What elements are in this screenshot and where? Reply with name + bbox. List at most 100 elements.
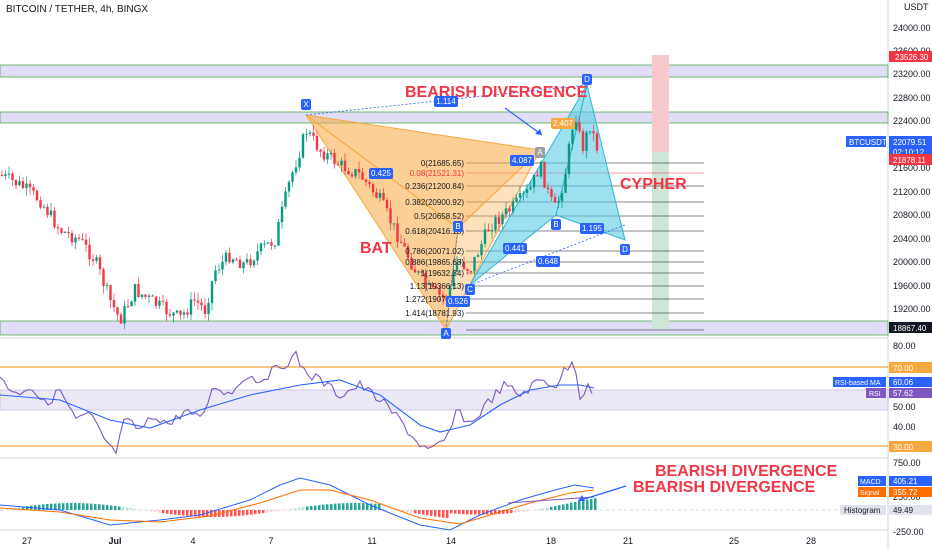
macd-hist-bar — [570, 502, 573, 510]
pattern-point-badge[interactable] — [535, 147, 545, 158]
candle-body — [123, 306, 126, 324]
candle-body — [18, 181, 21, 186]
signal-line[interactable] — [0, 489, 595, 525]
divergence-arrow-macd[interactable] — [577, 485, 627, 502]
macd-hist-bar — [510, 510, 513, 514]
candle-body — [592, 131, 595, 134]
candle-body — [140, 294, 144, 297]
candle-body — [214, 270, 217, 282]
ratio-badge[interactable] — [510, 155, 534, 166]
macd-hist-bar — [526, 510, 529, 512]
macd-hist-bar — [94, 503, 97, 510]
ratio-line-ac[interactable] — [445, 227, 459, 331]
candle-body — [130, 301, 133, 307]
rsi-axis-70: 70.00 — [893, 364, 914, 373]
candle-body — [98, 257, 102, 270]
candle-body — [525, 189, 529, 193]
price-candles[interactable] — [0, 115, 599, 330]
candle-body — [364, 179, 368, 182]
candle-body — [67, 231, 70, 234]
ratio-badge[interactable] — [446, 296, 470, 307]
candle-body — [497, 217, 501, 224]
ratio-badge[interactable] — [369, 168, 393, 179]
divergence-arrow-top[interactable] — [504, 107, 543, 136]
candle-body — [137, 284, 140, 297]
fib-level-label: 0.236(21200.84) — [405, 182, 464, 191]
candle-body — [354, 169, 357, 177]
candle-body — [438, 288, 441, 295]
candle-body — [221, 261, 224, 270]
macd-hist-bar — [58, 503, 61, 510]
fib-level-label: 0.382(20900.92) — [405, 198, 464, 207]
candle-body — [154, 296, 158, 306]
candle-body — [235, 259, 238, 261]
annotation-bearish-divergence-macd-2: BEARISH DIVERGENCE — [633, 479, 816, 496]
resistance-zone-mid[interactable] — [0, 111, 889, 124]
macd-hist-bar — [242, 510, 245, 516]
stop-zone[interactable] — [652, 55, 669, 152]
candle-body — [557, 201, 560, 203]
badge-symbol — [846, 136, 886, 147]
candle-body — [483, 229, 487, 245]
macd-hist-bar — [306, 506, 309, 510]
price-axis[interactable]: 24000.0023200.0022800.0022400.0022000.00… — [893, 23, 931, 314]
rsi-line[interactable] — [0, 350, 593, 455]
ratio-badges[interactable]: 1.114 0.425 4.087 2.407 0.441 0.648 1.195 0.526 — [369, 96, 604, 307]
resistance-zone-top[interactable] — [0, 64, 889, 78]
pattern-point-badge[interactable] — [441, 328, 451, 339]
candle-body — [452, 271, 455, 287]
candle-body — [315, 135, 319, 150]
candle-body — [14, 180, 18, 186]
candle-body — [95, 257, 98, 261]
candle-body — [546, 187, 550, 190]
chart-title: BITCOIN / TETHER, 4h, BINGX — [6, 4, 149, 15]
candle-body — [420, 271, 424, 274]
candle-body — [536, 174, 539, 177]
badge-bottom-text: 18867.40 — [893, 324, 927, 333]
ratio-badge[interactable] — [503, 243, 527, 254]
candle-body — [389, 208, 392, 224]
ratio-badge[interactable] — [580, 223, 604, 234]
macd-hist-bar — [214, 510, 217, 517]
pattern-point-badge[interactable] — [453, 221, 463, 232]
macd-histogram[interactable] — [2, 498, 597, 518]
macd-hist-bar — [478, 510, 481, 515]
hist-badge-label — [840, 505, 886, 515]
candle-body — [133, 284, 137, 302]
badge-top — [889, 51, 932, 62]
pattern-points[interactable]: X A B A D B C D — [301, 74, 630, 339]
candle-body — [88, 244, 91, 260]
rsi-axis-30-badge — [889, 441, 932, 452]
ratio-badge[interactable] — [536, 256, 560, 267]
pattern-point-badge[interactable] — [551, 219, 561, 230]
pattern-point-badge[interactable] — [465, 284, 475, 295]
pattern-point-badge[interactable] — [582, 74, 592, 85]
candle-body — [70, 233, 74, 243]
pattern-point-badge[interactable] — [620, 244, 630, 255]
candle-body — [168, 314, 172, 316]
candle-body — [560, 192, 564, 202]
macd-hist-bar — [282, 510, 285, 511]
candle-body — [77, 237, 81, 239]
candle-body — [529, 187, 532, 190]
candle-body — [588, 131, 592, 133]
target-zone[interactable] — [652, 152, 669, 329]
rsi-ma-line[interactable] — [0, 379, 595, 433]
macd-hist-bar — [534, 509, 537, 511]
macd-hist-bar — [434, 510, 437, 517]
candle-body — [469, 271, 473, 273]
pattern-point-badge[interactable] — [301, 99, 311, 110]
macd-line[interactable] — [0, 477, 595, 531]
time-axis[interactable]: 27 Jul 4 7 11 14 18 21 25 28 — [22, 536, 816, 546]
price-axis-label: 22800.00 — [893, 93, 931, 103]
ratio-badge[interactable] — [434, 96, 458, 107]
time-axis-label: 7 — [268, 536, 273, 546]
macd-divergence-line[interactable] — [507, 496, 595, 504]
candle-body — [74, 237, 77, 243]
macd-hist-bar — [322, 504, 325, 510]
macd-hist-bar — [382, 509, 385, 510]
ratio-badge[interactable] — [551, 118, 575, 129]
macd-hist-bar — [550, 506, 553, 510]
candle-body — [319, 149, 322, 152]
